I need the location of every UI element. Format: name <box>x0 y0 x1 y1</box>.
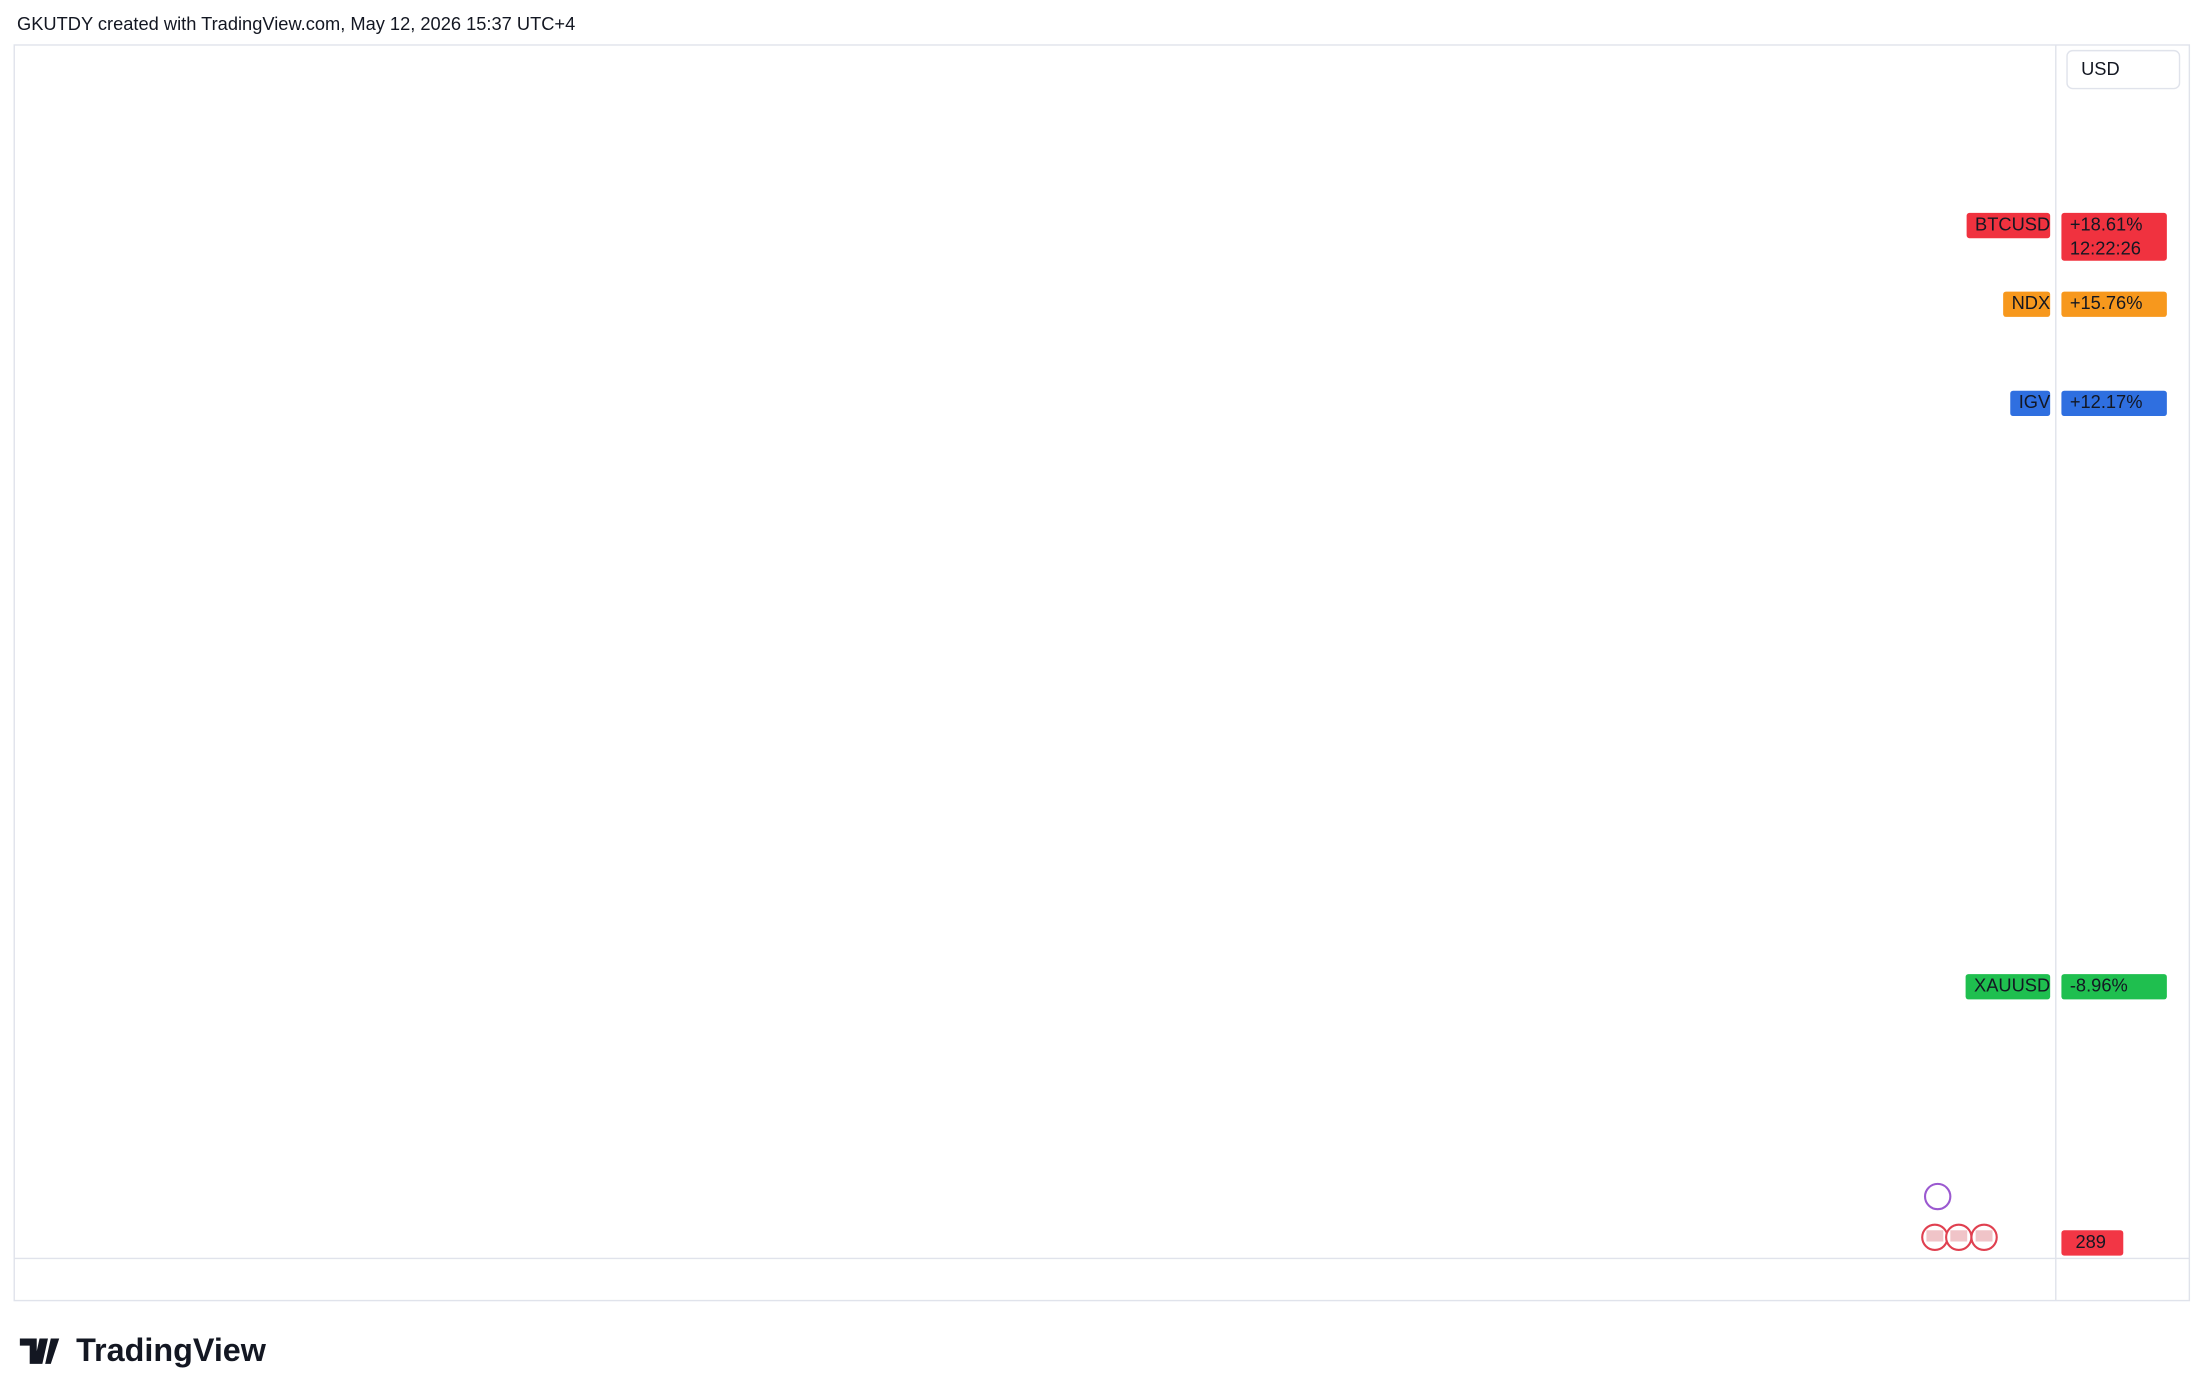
badge-value-box <box>2061 390 2167 417</box>
volume-badge-value: 289 <box>2075 1231 2105 1252</box>
event-icon-flag <box>1975 1230 1993 1242</box>
event-icon-flag <box>1950 1230 1968 1242</box>
badge-value-box <box>2061 212 2167 261</box>
badge-name: NDX <box>2012 292 2051 313</box>
price-badge: NDX +15.76% <box>2003 291 2167 317</box>
event-icon <box>1923 1182 1952 1211</box>
header-text: GKUTDY created with TradingView.com, May… <box>17 13 575 34</box>
badge-name-box <box>2010 390 2051 417</box>
badge-value-box <box>2061 974 2167 1000</box>
currency-label: USD <box>2081 58 2120 79</box>
price-badge: IGV +12.17% <box>2010 390 2167 417</box>
badge-name-box <box>1966 212 2051 239</box>
price-badge: BTCUSD +18.61% 12:22:26 <box>1966 212 2167 261</box>
badge-name-box <box>1965 974 2051 1000</box>
price-badge: XAUUSD -8.96% <box>1965 974 2167 1000</box>
currency-button[interactable] <box>2066 49 2181 90</box>
frame <box>13 44 2191 1302</box>
badge-value: +12.17% <box>2070 391 2143 412</box>
event-icon-flag <box>1926 1230 1944 1242</box>
brand: TradingView <box>76 1332 267 1368</box>
logo: TradingView <box>19 1332 267 1368</box>
badge-name: XAUUSD <box>1974 975 2050 996</box>
badge-value-box <box>2061 291 2167 317</box>
badge-name: BTCUSD <box>1975 213 2050 234</box>
volume-badge-box <box>2061 1230 2124 1256</box>
badge-value: +18.61% <box>2070 213 2143 234</box>
badge-name: IGV <box>2019 391 2051 412</box>
badge-value: +15.76% <box>2070 292 2143 313</box>
badge-countdown: 12:22:26 <box>2070 237 2141 258</box>
logo-mark <box>19 1338 60 1364</box>
badge-value: -8.96% <box>2070 975 2128 996</box>
badge-name-box <box>2003 291 2051 317</box>
